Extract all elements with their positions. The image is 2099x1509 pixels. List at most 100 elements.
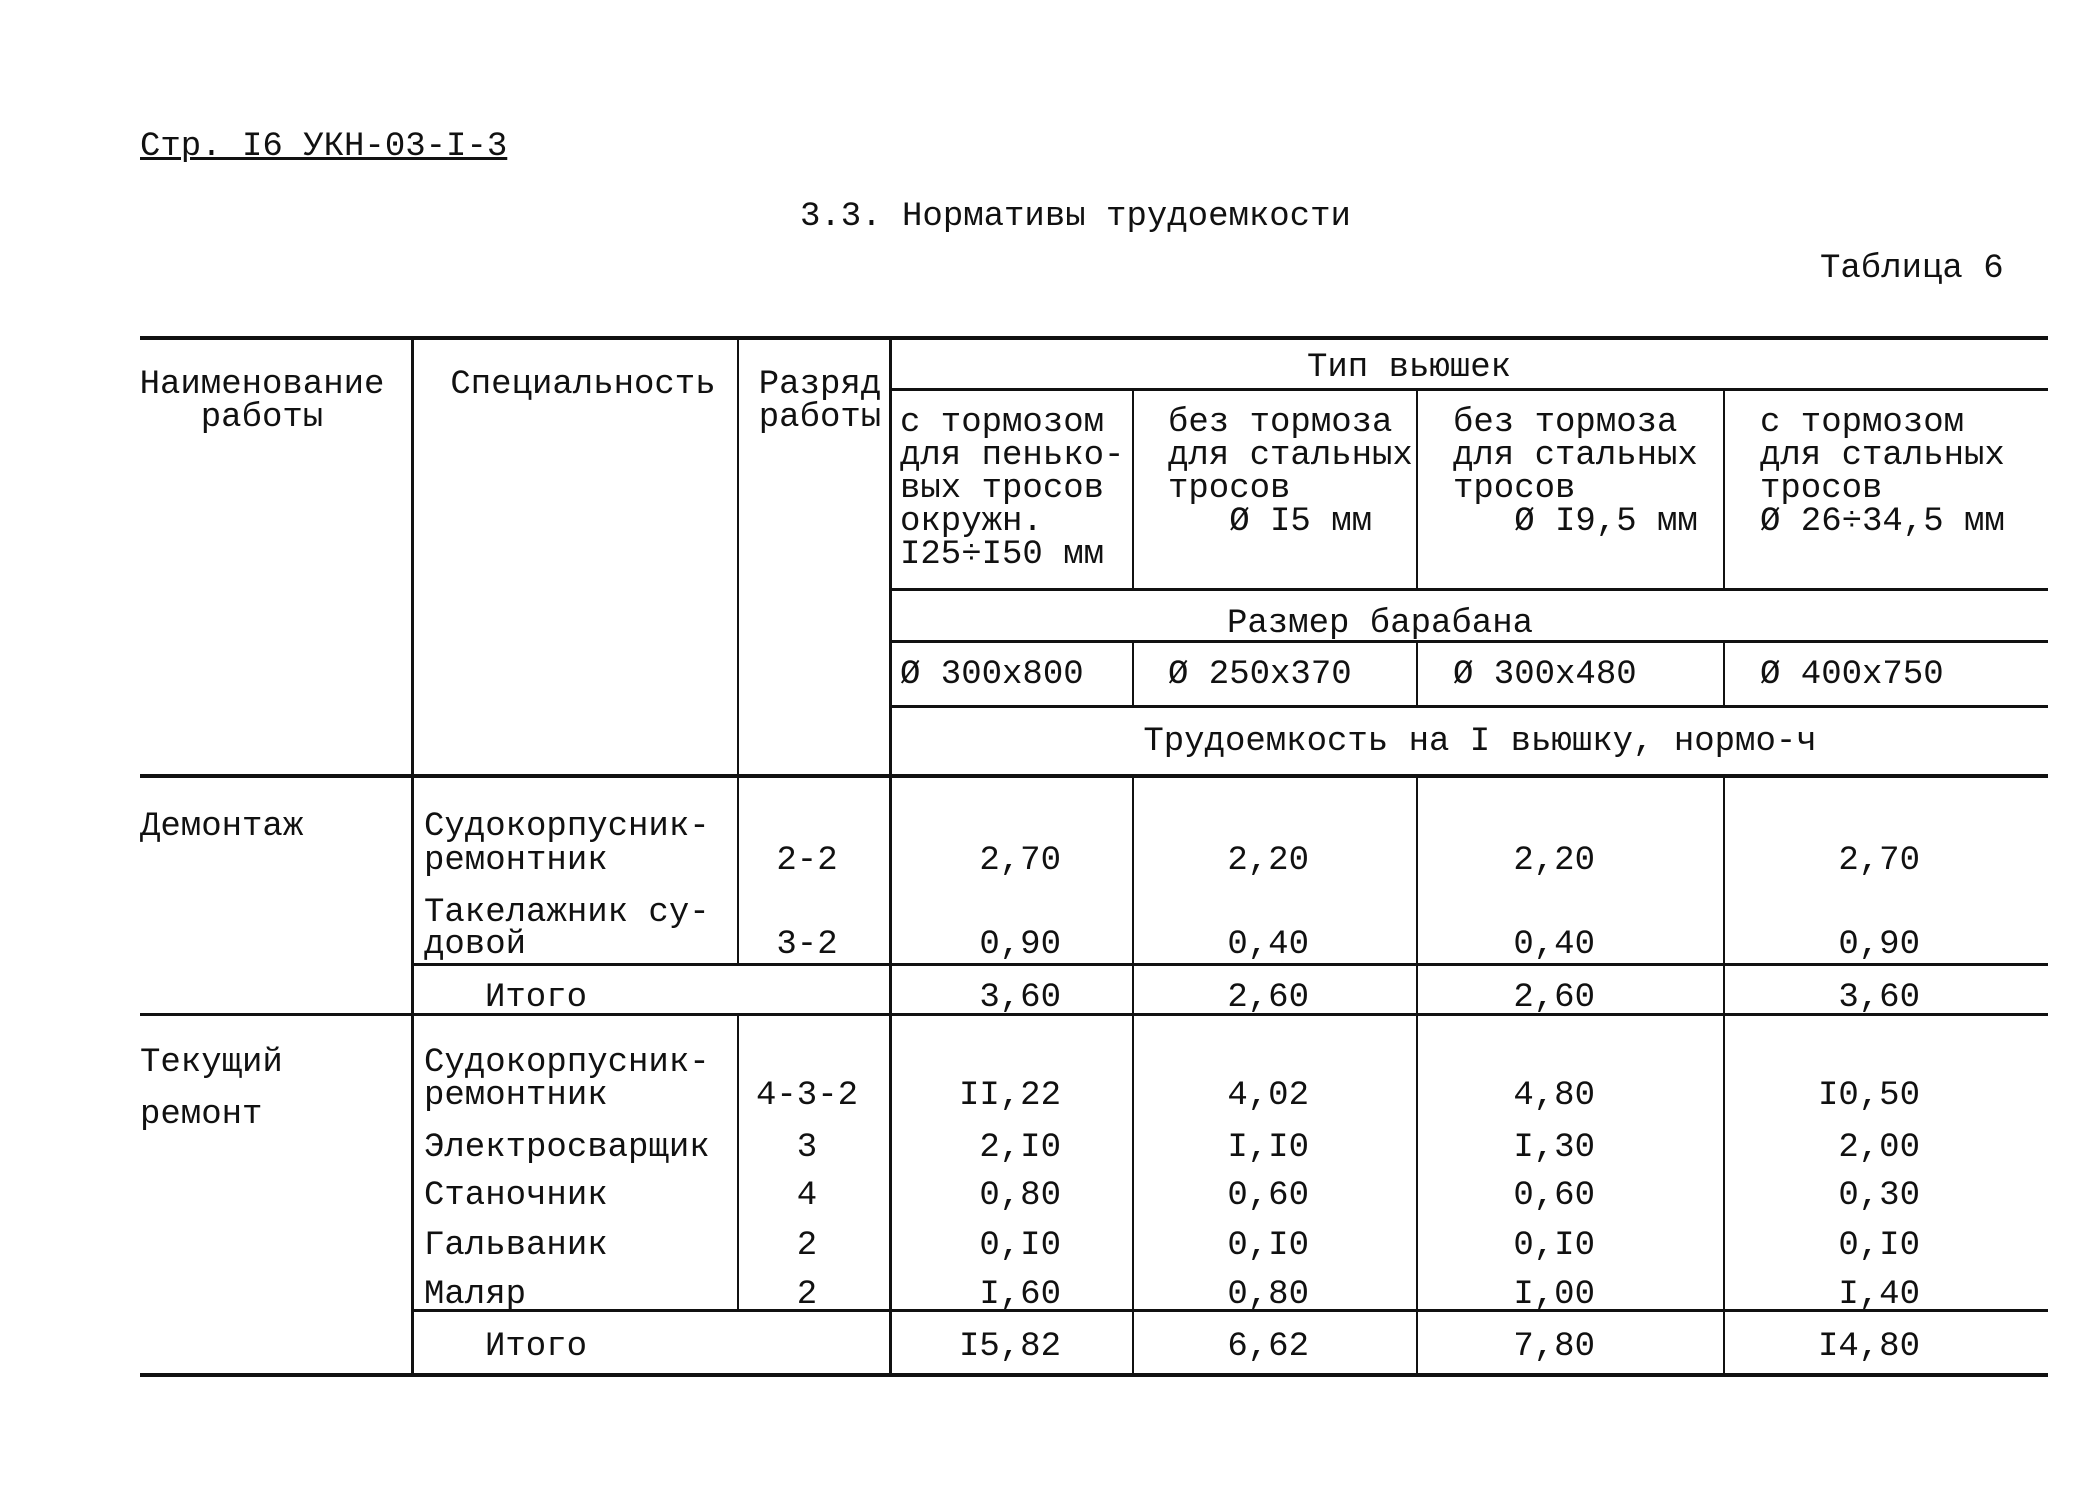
labor-value: 0,80 — [979, 1177, 1061, 1215]
winch-type-description: Ø 26÷34,5 мм — [1760, 503, 2005, 541]
labor-value: 0,I0 — [1227, 1227, 1309, 1265]
header-grade: Разряд — [758, 366, 882, 404]
labor-value: 2,70 — [1838, 842, 1920, 880]
winch-type-description: с тормозом — [1760, 404, 1965, 442]
drum-size: Ø 400x750 — [1760, 656, 1944, 694]
table-rule — [1723, 641, 1725, 706]
grade: 4-3-2 — [755, 1077, 859, 1115]
total-value: 6,62 — [1227, 1328, 1309, 1366]
total-value: 3,60 — [1838, 979, 1920, 1017]
drum-size: Ø 300x800 — [900, 656, 1084, 694]
labor-value: 0,40 — [1513, 926, 1595, 964]
specialty: Такелажник су- — [424, 894, 710, 932]
table-rule — [140, 1373, 2048, 1377]
winch-type-description: без тормоза — [1453, 404, 1678, 442]
table-rule — [140, 1012, 2048, 1016]
work-name: Демонтаж — [140, 808, 304, 846]
work-name: Текущий — [140, 1044, 283, 1082]
winch-type-description: без тормоза — [1168, 404, 1393, 442]
table-rule — [890, 639, 2048, 643]
header-specialty: Специальность — [450, 366, 716, 404]
page-reference: Стр. I6 УКН-03-I-3 — [140, 128, 508, 166]
table-rule — [410, 338, 414, 1375]
labor-value: 2,I0 — [979, 1129, 1061, 1167]
grade: 2-2 — [776, 842, 838, 880]
table-rule — [1723, 776, 1725, 1375]
winch-type-description: для пенько- — [900, 437, 1125, 475]
labor-value: 0,I0 — [979, 1227, 1061, 1265]
total-value: 2,60 — [1227, 979, 1309, 1017]
labor-value: I,40 — [1838, 1276, 1920, 1314]
labor-value: I0,50 — [1817, 1077, 1920, 1115]
table-rule — [888, 338, 892, 1375]
winch-type-description: окружн. — [900, 503, 1043, 541]
winch-type-description: для стальных — [1168, 437, 1413, 475]
section-title: 3.3. Нормативы трудоемкости — [800, 198, 1351, 236]
table-rule — [890, 387, 2048, 391]
specialty: Маляр — [424, 1276, 527, 1314]
winch-type-description: для стальных — [1453, 437, 1698, 475]
table-label: Таблица 6 — [1820, 250, 2004, 288]
total-label: Итого — [485, 1328, 588, 1366]
total-value: I5,82 — [958, 1328, 1061, 1366]
labor-value: 0,30 — [1838, 1177, 1920, 1215]
labor-value: I,00 — [1513, 1276, 1595, 1314]
winch-type-description: с тормозом — [900, 404, 1105, 442]
specialty: ремонтник — [424, 1077, 608, 1115]
total-value: 2,60 — [1513, 979, 1595, 1017]
table-rule — [1132, 641, 1134, 706]
drum-size: Ø 300x480 — [1453, 656, 1637, 694]
table-rule — [1416, 641, 1418, 706]
labor-value: II,22 — [958, 1077, 1061, 1115]
labor-value: 2,20 — [1227, 842, 1309, 880]
winch-type-description: для стальных — [1760, 437, 2005, 475]
labor-value: I,30 — [1513, 1129, 1595, 1167]
total-value: 7,80 — [1513, 1328, 1595, 1366]
labor-value: 2,00 — [1838, 1129, 1920, 1167]
grade: 3-2 — [776, 926, 838, 964]
header-drum-size: Размер барабана — [1226, 605, 1534, 643]
labor-value: 4,02 — [1227, 1077, 1309, 1115]
table-rule — [737, 1014, 739, 1310]
total-label: Итого — [485, 979, 588, 1017]
specialty: Станочник — [424, 1177, 608, 1215]
labor-value: I,I0 — [1227, 1129, 1309, 1167]
winch-type-description: вых тросов — [900, 470, 1105, 508]
grade: 4 — [796, 1177, 818, 1215]
table-rule — [890, 587, 2048, 591]
header-labor-unit: Трудоемкость на I вьюшку, нормо-ч — [1143, 723, 1817, 761]
labor-value: 0,90 — [1838, 926, 1920, 964]
header-work-name: Наименование — [139, 366, 385, 404]
labor-value: 0,80 — [1227, 1276, 1309, 1314]
winch-type-description: тросов — [1453, 470, 1576, 508]
grade: 2 — [796, 1276, 818, 1314]
table-rule — [737, 338, 739, 964]
labor-value: I,60 — [979, 1276, 1061, 1314]
specialty: довой — [424, 926, 527, 964]
header-grade: работы — [758, 399, 882, 437]
winch-type-description: тросов — [1760, 470, 1883, 508]
table-rule — [1723, 389, 1725, 589]
labor-value: 0,90 — [979, 926, 1061, 964]
labor-value: 0,I0 — [1838, 1227, 1920, 1265]
table-rule — [1416, 389, 1418, 589]
table-rule — [412, 1308, 2048, 1312]
labor-value: 0,40 — [1227, 926, 1309, 964]
labor-value: 0,60 — [1227, 1177, 1309, 1215]
table-rule — [140, 774, 2048, 778]
specialty: ремонтник — [424, 842, 608, 880]
specialty: Электросварщик — [424, 1129, 710, 1167]
drum-size: Ø 250x370 — [1168, 656, 1352, 694]
winch-type-description: I25÷I50 мм — [900, 536, 1105, 574]
header-winch-type: Тип вьюшек — [1306, 349, 1512, 387]
total-value: I4,80 — [1817, 1328, 1920, 1366]
table-rule — [1132, 389, 1134, 589]
grade: 2 — [796, 1227, 818, 1265]
specialty: Судокорпусник- — [424, 1044, 710, 1082]
labor-value: 0,I0 — [1513, 1227, 1595, 1265]
labor-value: 2,20 — [1513, 842, 1595, 880]
winch-type-description: Ø I9,5 мм — [1453, 503, 1698, 541]
table-rule — [890, 704, 2048, 708]
specialty: Судокорпусник- — [424, 808, 710, 846]
winch-type-description: тросов — [1168, 470, 1291, 508]
